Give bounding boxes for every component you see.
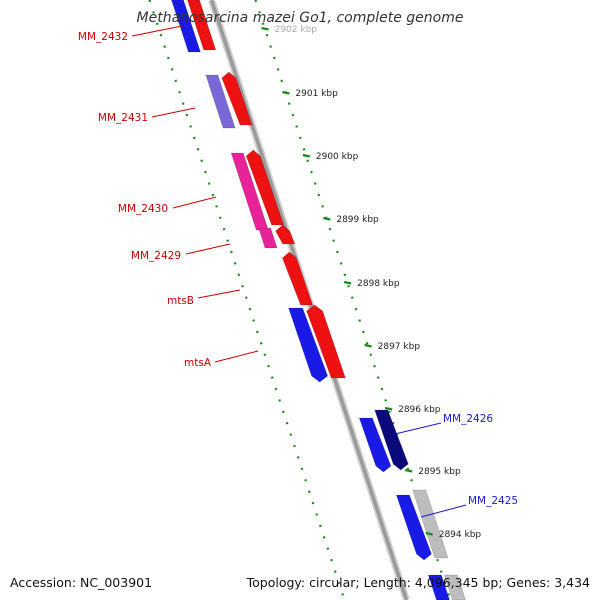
genes — [171, 0, 466, 600]
map-title: Methanosarcina mazei Go1, complete genom… — [136, 10, 464, 26]
tick-mark — [343, 280, 352, 285]
gene-feature-2 — [205, 74, 236, 129]
gene-label: mtsA — [184, 357, 212, 369]
tick-label: 2898 kbp — [357, 279, 400, 289]
gene-leader-line — [420, 504, 467, 518]
tick-label: 2899 kbp — [336, 215, 379, 225]
gene-feature-7 — [275, 224, 296, 245]
tick-mark — [302, 153, 311, 158]
tick-label: 2897 kbp — [378, 342, 421, 352]
gene-leader-line — [172, 196, 217, 209]
tick-mark — [261, 26, 269, 31]
gene-label: mtsB — [167, 295, 194, 307]
gene-feature-6 — [258, 227, 278, 249]
gene-label: MM_2432 — [78, 31, 128, 43]
gene-feature-0 — [171, 0, 201, 53]
tick-label: 2901 kbp — [295, 89, 338, 99]
gene-feature-15 — [427, 574, 450, 600]
tick-mark — [323, 216, 331, 221]
gene-label: MM_2431 — [98, 112, 148, 124]
gene-leader-line — [214, 350, 259, 363]
gene-label: MM_2429 — [131, 250, 181, 262]
gene-feature-8 — [282, 251, 314, 306]
tick-label: 2900 kbp — [316, 152, 359, 162]
gene-label: MM_2426 — [443, 413, 493, 425]
gene-leader-line — [197, 289, 241, 299]
tick-label: 2902 kbp — [275, 25, 318, 35]
gene-label: MM_2425 — [468, 495, 518, 507]
gene-feature-11 — [358, 417, 392, 473]
gene-feature-10 — [306, 304, 346, 379]
gene-feature-12 — [374, 409, 409, 471]
tick-label: 2896 kbp — [398, 405, 441, 415]
gene-leader-line — [151, 107, 196, 118]
gene-feature-1 — [187, 0, 217, 51]
gene-feature-3 — [221, 71, 253, 126]
gene-label: MM_2430 — [118, 203, 168, 215]
gene-leader-line — [131, 25, 183, 37]
gene-feature-16 — [443, 574, 466, 600]
gene-labels: MM_2432 MM_2431 MM_2430 MM_2429 mtsB mtsA MM_2… — [78, 25, 518, 518]
gene-leader-line — [394, 422, 442, 435]
tick-mark — [282, 90, 290, 95]
tick-mark — [384, 406, 393, 411]
accession-text: Accession: NC_003901 — [10, 575, 153, 590]
tick-mark — [405, 468, 413, 473]
tick-label: 2895 kbp — [418, 467, 461, 477]
gene-feature-9 — [288, 307, 329, 383]
tick-mark — [425, 531, 433, 536]
gene-feature-5 — [245, 149, 285, 226]
ticks: 2902 kbp 2901 kbp 2900 kbp 2899 kbp 2898 kbp… — [261, 25, 482, 540]
gene-feature-13 — [395, 494, 432, 561]
gene-feature-14 — [412, 489, 449, 559]
gene-leader-line — [185, 243, 231, 255]
tick-label: 2894 kbp — [439, 530, 482, 540]
genome-summary-text: Topology: circular; Length: 4,096,345 bp… — [246, 575, 590, 590]
tick-mark — [364, 343, 372, 348]
